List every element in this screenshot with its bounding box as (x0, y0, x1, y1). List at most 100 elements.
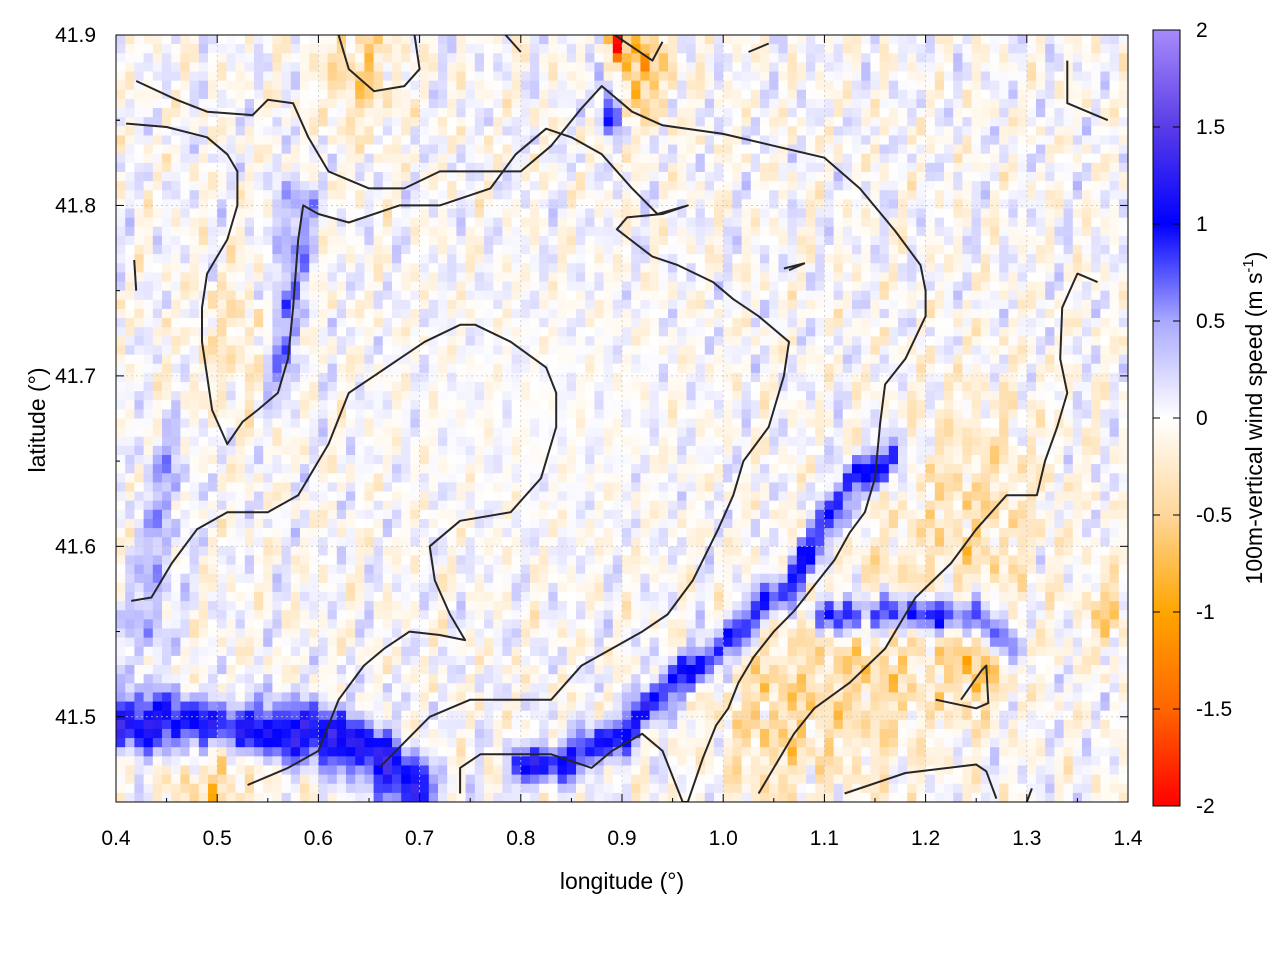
heat-cell (327, 381, 338, 392)
heat-cell (162, 71, 172, 82)
heat-cell (272, 445, 283, 456)
heat-cell (631, 144, 641, 155)
heat-cell (760, 308, 770, 319)
heat-cell (290, 108, 301, 118)
heat-cell (171, 35, 181, 45)
heat-cell (852, 381, 862, 392)
heat-cell (290, 71, 301, 82)
heat-cell (760, 418, 770, 429)
heat-cell (907, 153, 917, 164)
heat-cell (346, 254, 356, 264)
heat-cell (447, 354, 457, 365)
heat-cell (281, 308, 292, 319)
heat-cell (1008, 345, 1019, 356)
heat-cell (465, 299, 476, 310)
heat-cell (134, 208, 145, 219)
heat-cell (456, 245, 467, 255)
heat-cell (309, 254, 319, 264)
heat-cell (364, 318, 375, 328)
heat-cell (484, 272, 494, 283)
heat-cell (263, 53, 273, 63)
heat-cell (484, 363, 494, 374)
heat-cell (668, 318, 678, 328)
heat-cell (925, 318, 936, 328)
heat-cell (244, 162, 255, 173)
heat-cell (944, 162, 954, 173)
heat-cell (346, 281, 356, 292)
heat-cell (649, 80, 660, 91)
heat-cell (474, 53, 485, 63)
heat-cell (686, 418, 697, 429)
heat-cell (925, 199, 936, 210)
heat-cell (778, 35, 789, 45)
heat-cell (990, 35, 1000, 45)
heat-cell (879, 108, 890, 118)
heat-cell (879, 354, 890, 365)
heat-cell (419, 281, 430, 292)
heat-cell (419, 217, 430, 228)
heat-cell (999, 418, 1009, 429)
heat-cell (336, 308, 347, 319)
heat-cell (1017, 171, 1028, 182)
heat-cell (622, 290, 632, 301)
heat-cell (548, 263, 559, 273)
heat-cell (640, 263, 651, 273)
heat-cell (842, 162, 853, 173)
heat-cell (493, 217, 503, 228)
heat-cell (1091, 427, 1101, 438)
heat-cell (189, 208, 200, 219)
heat-cell (346, 44, 356, 54)
heat-cell (566, 400, 577, 410)
heat-cell (640, 117, 651, 127)
heat-cell (484, 281, 494, 292)
heat-cell (962, 400, 973, 410)
heat-cell (1045, 299, 1055, 310)
heat-cell (1100, 336, 1111, 347)
heat-cell (171, 318, 181, 328)
heat-cell (585, 226, 595, 237)
heat-cell (456, 409, 467, 420)
heat-cell (392, 263, 402, 273)
heat-cell (327, 345, 338, 356)
heat-cell (152, 363, 163, 374)
heat-cell (263, 318, 273, 328)
heat-cell (1036, 89, 1046, 100)
heat-cell (125, 381, 135, 392)
heat-cell (1082, 336, 1092, 347)
heat-cell (796, 327, 807, 337)
heat-cell (272, 299, 283, 310)
heat-cell (189, 71, 200, 82)
heat-cell (925, 35, 936, 45)
heat-cell (668, 144, 678, 155)
heat-cell (815, 381, 825, 392)
heat-cell (1091, 98, 1101, 109)
heat-cell (1054, 35, 1065, 45)
heat-cell (125, 427, 135, 438)
heat-cell (1082, 400, 1092, 410)
heat-cell (410, 98, 421, 109)
heat-cell (907, 35, 917, 45)
heat-cell (180, 427, 191, 438)
heat-cell (842, 327, 853, 337)
heat-cell (254, 381, 264, 392)
heat-cell (990, 418, 1000, 429)
heat-cell (162, 308, 172, 319)
heat-cell (806, 263, 816, 273)
heat-cell (263, 135, 273, 146)
heat-cell (392, 135, 402, 146)
heat-cell (162, 354, 172, 365)
heat-cell (898, 418, 908, 429)
heat-cell (870, 381, 881, 392)
heat-cell (254, 89, 264, 100)
heat-cell (447, 35, 457, 45)
heat-cell (806, 80, 816, 91)
heat-cell (980, 144, 991, 155)
heat-cell (502, 199, 513, 210)
heat-cell (612, 354, 623, 365)
heat-cell (134, 263, 145, 273)
heat-cell (1036, 235, 1046, 246)
heat-cell (888, 345, 899, 356)
heat-cell (576, 71, 586, 82)
heat-cell (787, 308, 798, 319)
heat-cell (327, 235, 338, 246)
